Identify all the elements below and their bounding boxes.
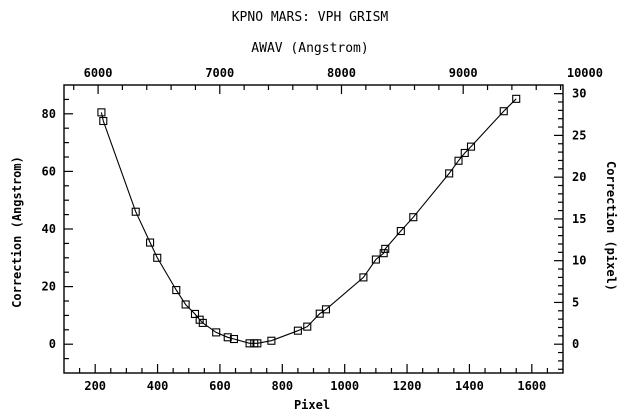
y-tick-label: 0 xyxy=(49,337,56,351)
y2-tick-label: 0 xyxy=(572,337,579,351)
data-point xyxy=(466,142,476,151)
data-point xyxy=(172,286,181,295)
x-tick-label: 600 xyxy=(209,379,231,393)
y-tick-label: 60 xyxy=(42,164,56,178)
top-tick-label: 9000 xyxy=(449,66,478,80)
data-point xyxy=(153,253,162,262)
top-tick-label: 7000 xyxy=(205,66,234,80)
chart-title: KPNO MARS: VPH GRISM xyxy=(232,10,389,25)
y-tick-label: 40 xyxy=(42,222,56,236)
top-tick-label: 6000 xyxy=(84,66,113,80)
y2-tick-label: 15 xyxy=(572,212,586,226)
data-point xyxy=(229,334,239,344)
data-point xyxy=(212,328,221,337)
y2-tick-label: 5 xyxy=(572,295,579,309)
y2-tick-label: 10 xyxy=(572,254,586,268)
data-point xyxy=(131,207,140,216)
data-point xyxy=(371,255,380,264)
data-point xyxy=(499,107,508,116)
data-point xyxy=(97,108,106,117)
data-point xyxy=(190,309,200,319)
fit-curve xyxy=(100,98,517,344)
data-point xyxy=(321,305,331,314)
data-point xyxy=(303,322,312,331)
data-point xyxy=(315,309,324,318)
data-point xyxy=(454,156,463,165)
x-tick-label: 800 xyxy=(271,379,293,393)
x-tick-label: 1400 xyxy=(455,379,484,393)
data-point xyxy=(99,116,108,126)
x-axis-label: Pixel xyxy=(294,398,330,412)
y2-axis-label: Correction (pixel) xyxy=(604,161,618,291)
data-point xyxy=(445,169,454,178)
data-point xyxy=(460,148,469,158)
data-point xyxy=(381,244,390,253)
top-tick-label: 8000 xyxy=(327,66,356,80)
top-axis-label: AWAV (Angstrom) xyxy=(251,41,368,56)
y2-tick-label: 25 xyxy=(572,128,586,142)
data-point xyxy=(245,339,254,348)
x-tick-label: 1200 xyxy=(393,379,422,393)
y2-tick-label: 30 xyxy=(572,87,586,101)
x-tick-label: 400 xyxy=(147,379,169,393)
data-layer xyxy=(97,94,521,348)
data-point xyxy=(146,238,155,247)
data-point xyxy=(181,300,190,309)
x-tick-label: 200 xyxy=(84,379,106,393)
y-tick-label: 20 xyxy=(42,280,56,294)
x-tick-label: 1000 xyxy=(330,379,359,393)
data-point xyxy=(359,273,368,282)
data-point xyxy=(379,249,388,258)
x-tick-label: 1600 xyxy=(517,379,546,393)
data-point xyxy=(267,336,276,345)
data-point xyxy=(396,226,405,236)
data-point xyxy=(512,94,521,103)
y-axis-label: Correction (Angstrom) xyxy=(10,156,24,308)
data-point xyxy=(223,333,232,342)
data-point xyxy=(198,318,207,327)
y2-tick-label: 20 xyxy=(572,170,586,184)
y-tick-label: 80 xyxy=(42,107,56,121)
top-tick-label: 10000 xyxy=(567,66,603,80)
data-point xyxy=(409,213,418,222)
data-point xyxy=(293,326,302,335)
data-point xyxy=(253,339,262,348)
